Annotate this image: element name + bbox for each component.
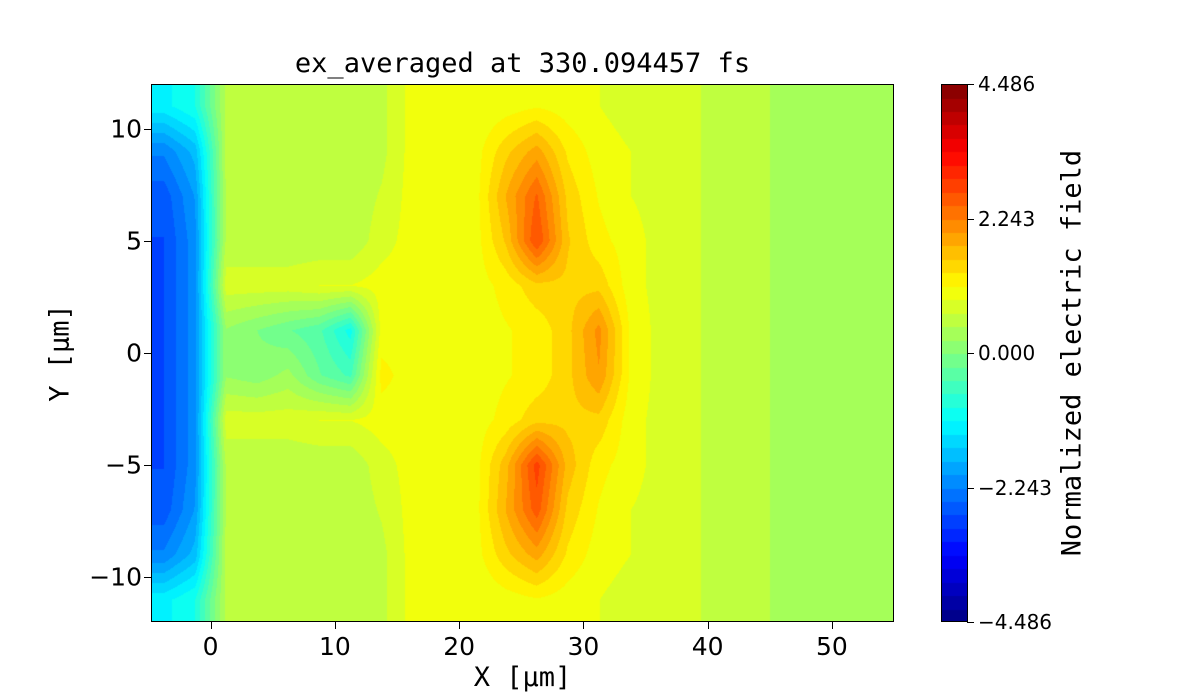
colorbar-tick-mark — [967, 218, 974, 220]
x-tick-label: 30 — [567, 632, 600, 661]
colorbar-tick-mark — [967, 622, 974, 623]
x-tick-label: 20 — [443, 632, 476, 661]
y-tick-label: 0 — [126, 338, 142, 368]
colorbar-tick-mark — [967, 84, 974, 85]
y-tick-mark — [144, 353, 151, 354]
y-tick-mark — [144, 577, 151, 579]
y-tick-mark — [144, 465, 151, 467]
heatmap-image — [151, 84, 894, 622]
colorbar-tick-mark — [967, 353, 974, 354]
colorbar-tick-label: −2.243 — [978, 475, 1053, 500]
colorbar-label: Normalized electric field — [1056, 149, 1088, 557]
colorbar-tick-label: 4.486 — [978, 72, 1036, 96]
colorbar-tick-label: −4.486 — [978, 610, 1053, 634]
x-tick-mark — [831, 622, 833, 629]
x-tick-mark — [334, 622, 336, 629]
colorbar-frame — [941, 84, 968, 622]
y-tick-label: −10 — [89, 562, 142, 592]
x-axis-label: X [μm] — [473, 662, 572, 693]
x-tick-mark — [459, 622, 461, 629]
x-tick-mark — [583, 622, 585, 629]
x-tick-label: 0 — [202, 632, 219, 661]
x-tick-label: 40 — [691, 632, 724, 661]
x-tick-mark — [707, 622, 709, 629]
colorbar-tick-label: 2.243 — [978, 206, 1036, 231]
plot-area-frame — [151, 84, 894, 622]
colorbar-tick-mark — [967, 487, 974, 489]
y-tick-label: 10 — [110, 114, 142, 144]
y-tick-mark — [144, 128, 151, 130]
colorbar — [941, 84, 968, 622]
chart-title: ex_averaged at 330.094457 fs — [294, 48, 751, 79]
y-axis-label: Y [μm] — [44, 304, 76, 402]
y-tick-label: 5 — [126, 226, 142, 256]
x-tick-label: 50 — [815, 632, 848, 661]
y-tick-label: −5 — [105, 450, 142, 480]
colorbar-tick-label: 0.000 — [978, 341, 1036, 365]
y-tick-mark — [144, 240, 151, 242]
x-tick-mark — [210, 622, 212, 629]
x-tick-label: 10 — [318, 632, 351, 661]
